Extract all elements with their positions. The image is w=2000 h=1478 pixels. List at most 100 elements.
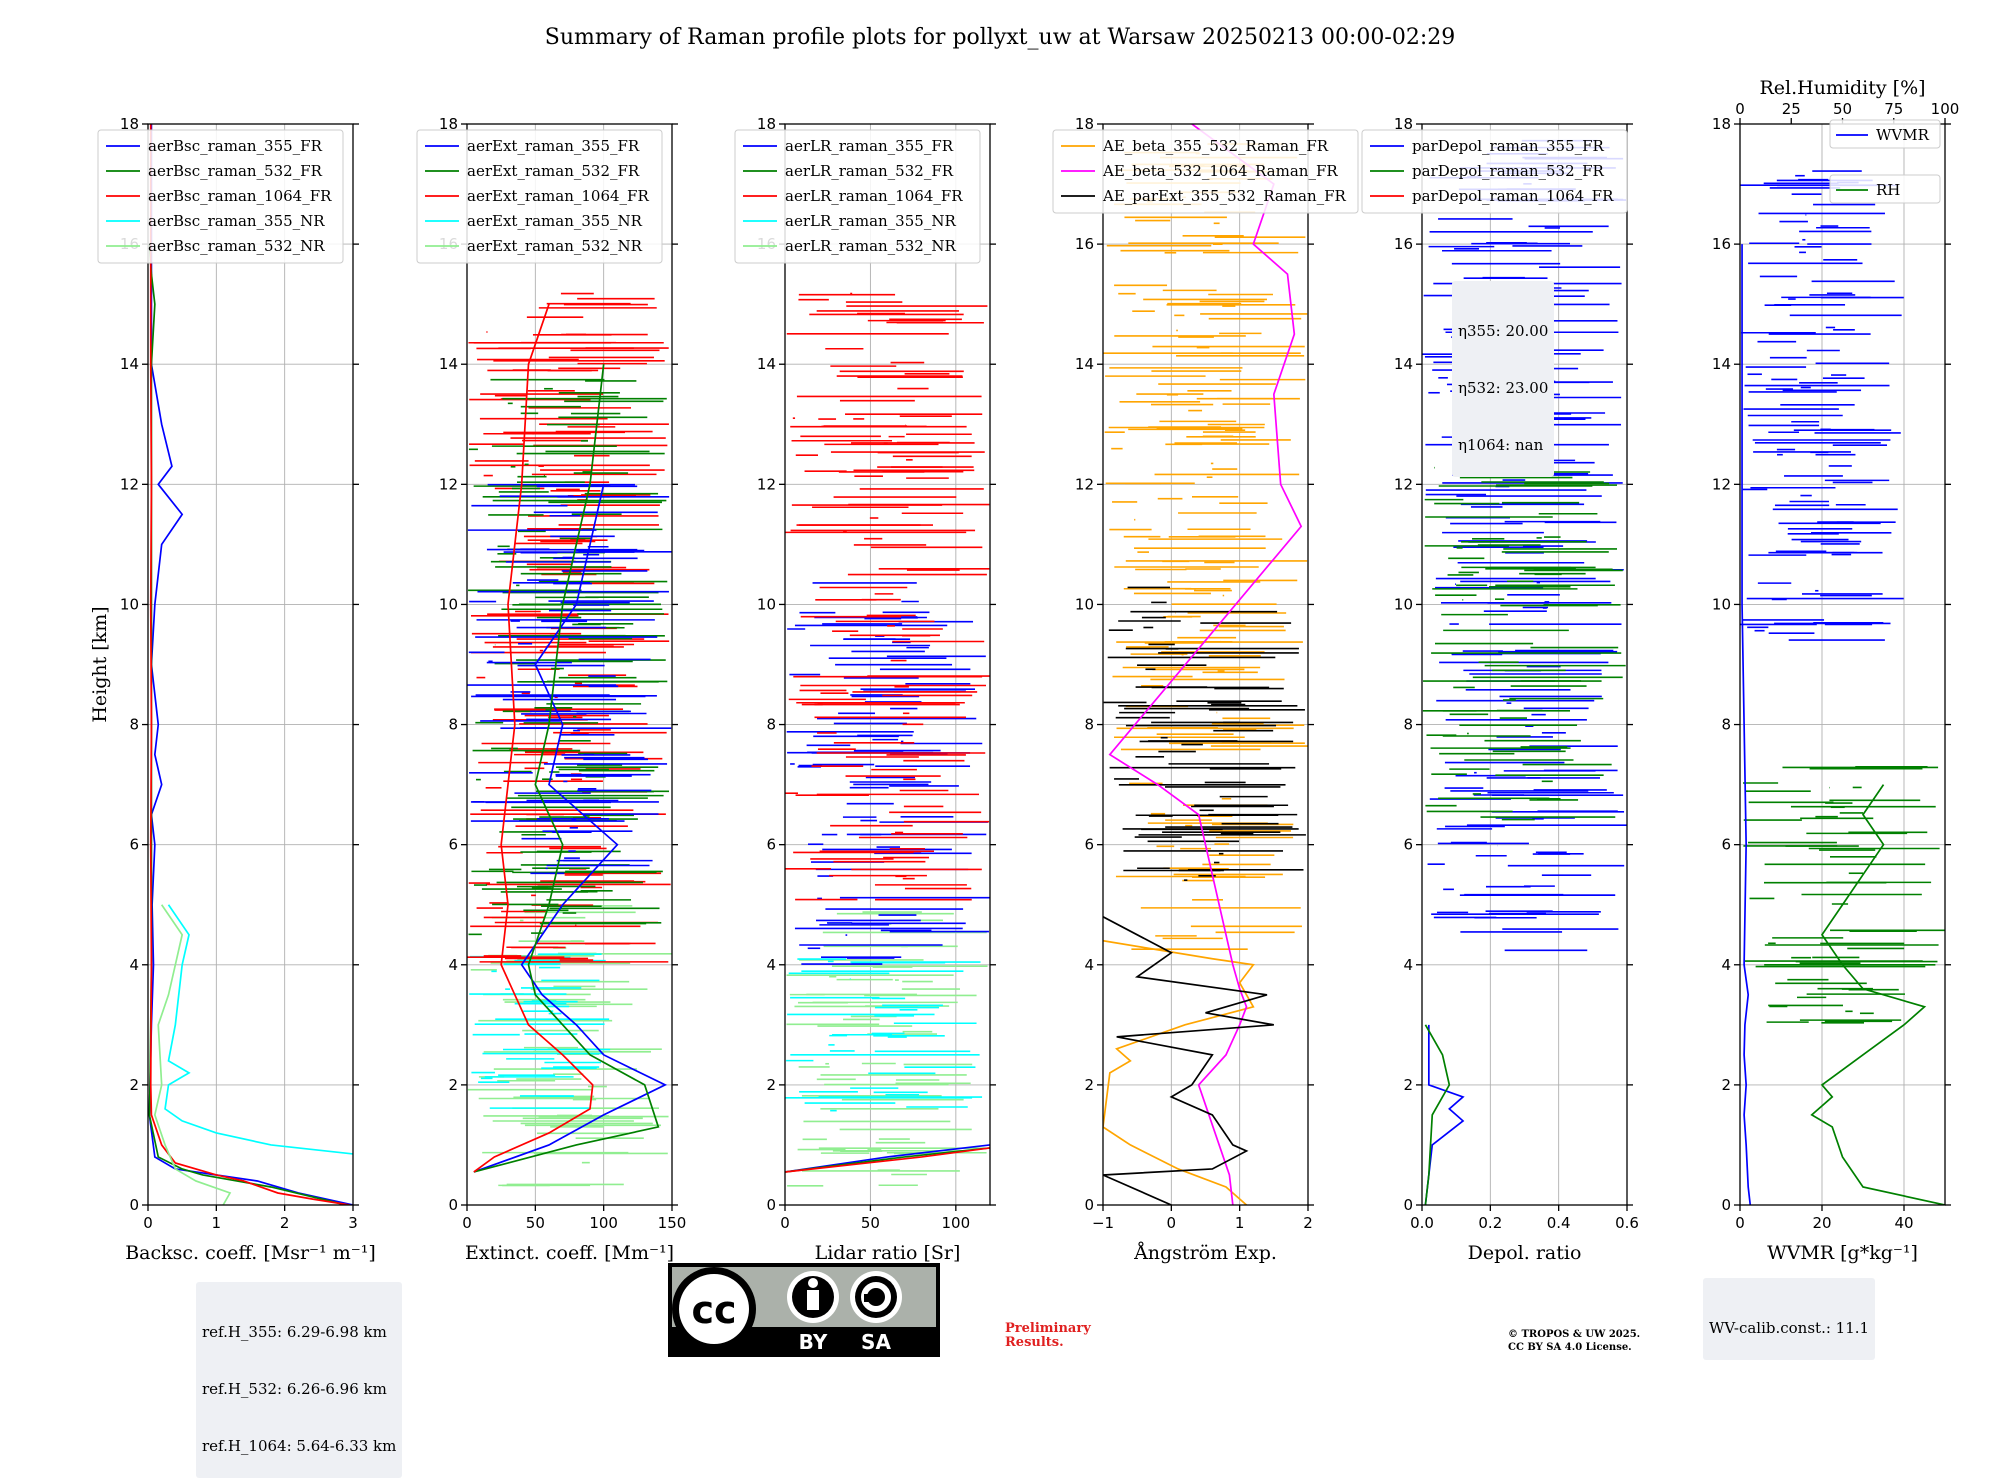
- y-tick-label: 0: [448, 1196, 458, 1214]
- y-tick-label: 0: [129, 1196, 139, 1214]
- legend-entry: aerExt_raman_532_FR: [467, 162, 640, 180]
- top-tick-label: 50: [1833, 100, 1852, 118]
- top-tick-label: 25: [1782, 100, 1801, 118]
- x-tick-label: 100: [942, 1214, 971, 1232]
- legend-entry: AE_beta_355_532_Raman_FR: [1102, 137, 1329, 155]
- panel-bsc: 0123024681012141618Backsc. coeff. [Msr⁻¹…: [89, 115, 376, 1264]
- legend-entry: aerLR_raman_1064_FR: [785, 187, 963, 205]
- legend-entry: RH: [1876, 181, 1900, 199]
- series-line-ext-1: [473, 364, 660, 1173]
- x-axis-label-ext: Extinct. coeff. [Mm⁻¹]: [465, 1242, 674, 1264]
- legend-entry: parDepol_raman_355_FR: [1412, 137, 1605, 155]
- cc-logo-graphic: cc BY SA: [668, 1263, 940, 1357]
- legend-entry: WVMR: [1876, 126, 1930, 144]
- y-tick-label: 8: [1084, 716, 1094, 734]
- y-tick-label: 6: [1721, 836, 1731, 854]
- series-line-bsc-2: [149, 124, 350, 1205]
- series-line-bsc-4: [153, 904, 232, 1205]
- plot-area-lr: [785, 292, 990, 1187]
- eta-box: η355: 20.00 η532: 23.00 η1064: nan: [1452, 281, 1555, 477]
- legend-entry: AE_parExt_355_532_Raman_FR: [1102, 187, 1347, 205]
- plot-area-bsc: [148, 124, 353, 1205]
- series-line-ext-0: [473, 484, 668, 1173]
- ref-height-1064: ref.H_1064: 5.64-6.33 km: [202, 1437, 397, 1455]
- x-tick-label: 0.2: [1478, 1214, 1502, 1232]
- legend-entry: aerBsc_raman_532_FR: [148, 162, 323, 180]
- x-tick-label: 3: [348, 1214, 358, 1232]
- y-tick-label: 18: [1394, 115, 1413, 133]
- axes-frame-lr: [784, 123, 991, 1206]
- eta-532: η532: 23.00: [1458, 379, 1549, 397]
- y-tick-label: 4: [448, 956, 458, 974]
- x-axis-label-lr: Lidar ratio [Sr]: [815, 1242, 961, 1264]
- y-tick-label: 16: [1394, 235, 1413, 253]
- eta-355: η355: 20.00: [1458, 322, 1549, 340]
- y-tick-label: 6: [448, 836, 458, 854]
- series-line-bsc-3: [164, 904, 353, 1155]
- y-tick-label: 0: [1403, 1196, 1413, 1214]
- series-line-depol-1: [1424, 1024, 1451, 1205]
- x-tick-label: 0: [780, 1214, 790, 1232]
- y-tick-label: 18: [757, 115, 776, 133]
- copyright-note: © TROPOS & UW 2025. CC BY SA 4.0 License…: [1508, 1328, 1640, 1354]
- preliminary-results-note: Preliminary Results.: [1005, 1322, 1091, 1350]
- y-tick-label: 0: [766, 1196, 776, 1214]
- cc-logo-by: BY: [799, 1330, 828, 1354]
- y-tick-label: 14: [439, 355, 458, 373]
- preliminary-line-2: Results.: [1005, 1335, 1064, 1350]
- x-tick-label: 150: [658, 1214, 687, 1232]
- y-tick-label: 4: [766, 956, 776, 974]
- panel-ext: 050100150024681012141618Extinct. coeff. …: [416, 115, 687, 1264]
- legend-entry: aerLR_raman_532_NR: [785, 237, 956, 255]
- y-axis-label: Height [km]: [89, 606, 111, 722]
- y-tick-label: 10: [120, 595, 139, 613]
- y-tick-label: 18: [1712, 115, 1731, 133]
- y-tick-label: 8: [766, 716, 776, 734]
- y-tick-label: 10: [757, 595, 776, 613]
- y-tick-label: 8: [448, 716, 458, 734]
- y-tick-label: 16: [1712, 235, 1731, 253]
- top-tick-label: 0: [1735, 100, 1745, 118]
- preliminary-line-1: Preliminary: [1005, 1321, 1091, 1336]
- copyright-line-2: CC BY SA 4.0 License.: [1508, 1342, 1632, 1353]
- figure-canvas: Summary of Raman profile plots for polly…: [89, 25, 1959, 1264]
- legend-box-depol: [1361, 129, 1628, 214]
- axes-frame-ext: [466, 123, 673, 1206]
- legend-box-1: [1829, 174, 1941, 204]
- legend-entry: aerLR_raman_355_FR: [785, 137, 954, 155]
- legend-entry: aerLR_raman_532_FR: [785, 162, 954, 180]
- cc-logo-sa: SA: [861, 1330, 891, 1354]
- y-tick-label: 14: [1075, 355, 1094, 373]
- plot-area-wv: [1740, 170, 1945, 1205]
- series-line-ae-0: [1103, 939, 1255, 1205]
- y-tick-label: 0: [1721, 1196, 1731, 1214]
- x-tick-label: 0.6: [1615, 1214, 1639, 1232]
- y-tick-label: 4: [129, 956, 139, 974]
- legend-entry: aerBsc_raman_1064_FR: [148, 187, 332, 205]
- x-tick-label: 1: [1235, 1214, 1245, 1232]
- series-line-wv-1: [1810, 784, 1945, 1205]
- legend-entry: aerBsc_raman_355_FR: [148, 137, 323, 155]
- top-axis-label: Rel.Humidity [%]: [1759, 77, 1925, 99]
- y-tick-label: 12: [1394, 475, 1413, 493]
- reference-height-box: ref.H_355: 6.29-6.98 km ref.H_532: 6.26-…: [196, 1282, 403, 1478]
- series-line-bsc-0: [148, 124, 353, 1205]
- x-tick-label: 0: [143, 1214, 153, 1232]
- x-tick-label: −1: [1092, 1214, 1114, 1232]
- legend-entry: aerExt_raman_355_NR: [467, 212, 643, 230]
- x-tick-label: 1: [212, 1214, 222, 1232]
- y-tick-label: 18: [120, 115, 139, 133]
- x-axis-label-depol: Depol. ratio: [1468, 1242, 1582, 1264]
- x-tick-label: 100: [589, 1214, 618, 1232]
- legend-entry: aerBsc_raman_355_NR: [148, 212, 325, 230]
- y-tick-label: 8: [129, 716, 139, 734]
- y-tick-label: 14: [1712, 355, 1731, 373]
- y-tick-label: 10: [1075, 595, 1094, 613]
- series-line-ext-2: [473, 303, 594, 1173]
- y-tick-label: 10: [1394, 595, 1413, 613]
- y-tick-label: 16: [1075, 235, 1094, 253]
- y-tick-label: 14: [1394, 355, 1413, 373]
- y-tick-label: 12: [1712, 475, 1731, 493]
- x-tick-label: 0.4: [1547, 1214, 1571, 1232]
- cc-logo-text: cc: [691, 1288, 736, 1332]
